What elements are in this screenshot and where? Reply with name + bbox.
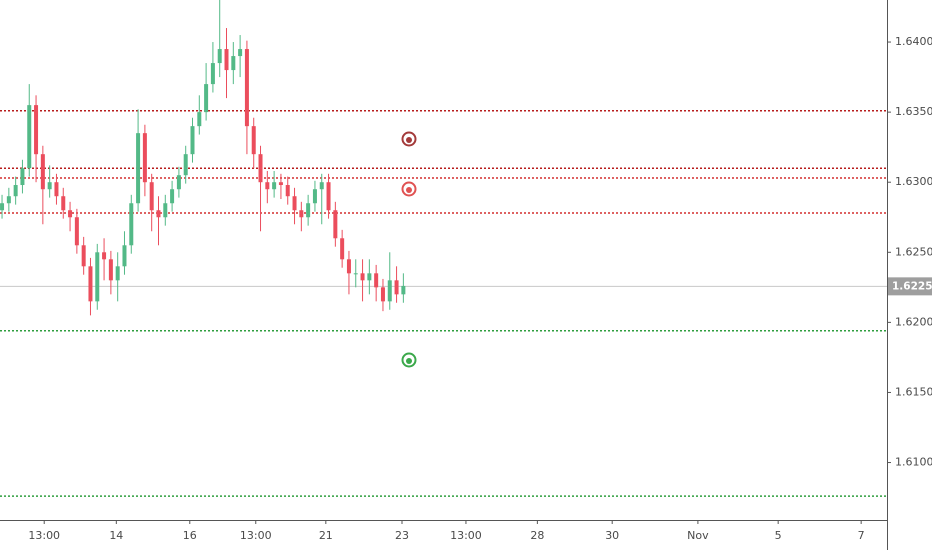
x-tick-label: 28 (530, 529, 544, 542)
candle-body (170, 189, 175, 204)
candle-body (231, 56, 236, 71)
candle-body (285, 185, 290, 197)
marker (401, 131, 417, 147)
marker-dot (406, 137, 412, 143)
marker (401, 352, 417, 368)
y-tick-label: 1.63500 (895, 105, 932, 118)
candle-body (299, 210, 304, 218)
candle-body (163, 203, 168, 218)
candle-body (47, 182, 52, 190)
candle-body (333, 210, 338, 239)
candle-body (115, 266, 120, 281)
marker-dot (406, 358, 412, 364)
candle-body (74, 217, 79, 246)
x-tick-label: 14 (109, 529, 123, 542)
candle-body (149, 182, 154, 211)
x-tick-label: 5 (775, 529, 782, 542)
level-markers (401, 131, 417, 368)
candle-body (61, 196, 66, 211)
x-tick-label: 30 (605, 529, 619, 542)
candle-body (251, 126, 256, 155)
candle-body (122, 245, 127, 267)
candle-body (6, 196, 11, 204)
x-tick-label: 23 (395, 529, 409, 542)
candle-body (40, 154, 45, 190)
candle-body (136, 133, 141, 204)
candle-body (360, 273, 365, 281)
x-tick-label: Nov (687, 529, 709, 542)
candle-body (353, 273, 358, 275)
candle-body (346, 259, 351, 274)
candle-body (129, 203, 134, 246)
candle-body (95, 252, 100, 302)
x-tick-label: 13:00 (240, 529, 272, 542)
candle-body (204, 84, 209, 113)
x-tick-label: 13:00 (28, 529, 60, 542)
candle-body (258, 154, 263, 183)
candle-body (272, 182, 277, 190)
marker (401, 181, 417, 197)
candle-body (374, 273, 379, 288)
candle-body (387, 280, 392, 302)
candle-body (319, 182, 324, 190)
x-tick-label: 16 (183, 529, 197, 542)
candle-body (306, 203, 311, 218)
candle-body (244, 49, 249, 127)
candle-body (224, 49, 229, 71)
candle-body (176, 175, 181, 190)
y-tick-label: 1.62500 (895, 245, 932, 258)
candle-body (54, 182, 59, 197)
candle-body (108, 259, 113, 281)
candle-body (292, 196, 297, 211)
candle-body (142, 133, 147, 183)
candle-body (156, 210, 161, 218)
candle-body (20, 168, 25, 186)
candle-body (401, 285, 406, 295)
candle-body (278, 182, 283, 186)
candle-body (13, 185, 18, 197)
y-tick-label: 1.61500 (895, 385, 932, 398)
candle-body (34, 105, 39, 155)
candle-body (367, 273, 372, 281)
candle-body (210, 63, 215, 85)
candle-body (312, 189, 317, 204)
candle-body (340, 238, 345, 260)
candle-body (394, 280, 399, 295)
marker-dot (406, 187, 412, 193)
candle-body (27, 105, 32, 169)
last-price-box (888, 277, 932, 296)
candle-body (238, 49, 243, 57)
candle-body (217, 49, 222, 64)
x-tick-label: 7 (858, 529, 865, 542)
candle-body (88, 266, 93, 302)
candle-body (0, 203, 5, 211)
x-tick-label: 13:00 (450, 529, 482, 542)
candle-body (326, 182, 331, 211)
candle-body (380, 287, 385, 302)
y-tick-label: 1.61000 (895, 456, 932, 469)
candle-body (102, 252, 107, 260)
y-tick-label: 1.64000 (895, 35, 932, 48)
y-tick-label: 1.62000 (895, 315, 932, 328)
candle-body (183, 154, 188, 176)
candle-body (190, 126, 195, 155)
candle-body (81, 245, 86, 267)
candle-body (197, 112, 202, 127)
last-price-label: 1.62257 (892, 280, 932, 292)
candle-body (265, 182, 270, 190)
y-tick-label: 1.63000 (895, 175, 932, 188)
candle-body (68, 210, 73, 218)
x-tick-label: 21 (319, 529, 333, 542)
